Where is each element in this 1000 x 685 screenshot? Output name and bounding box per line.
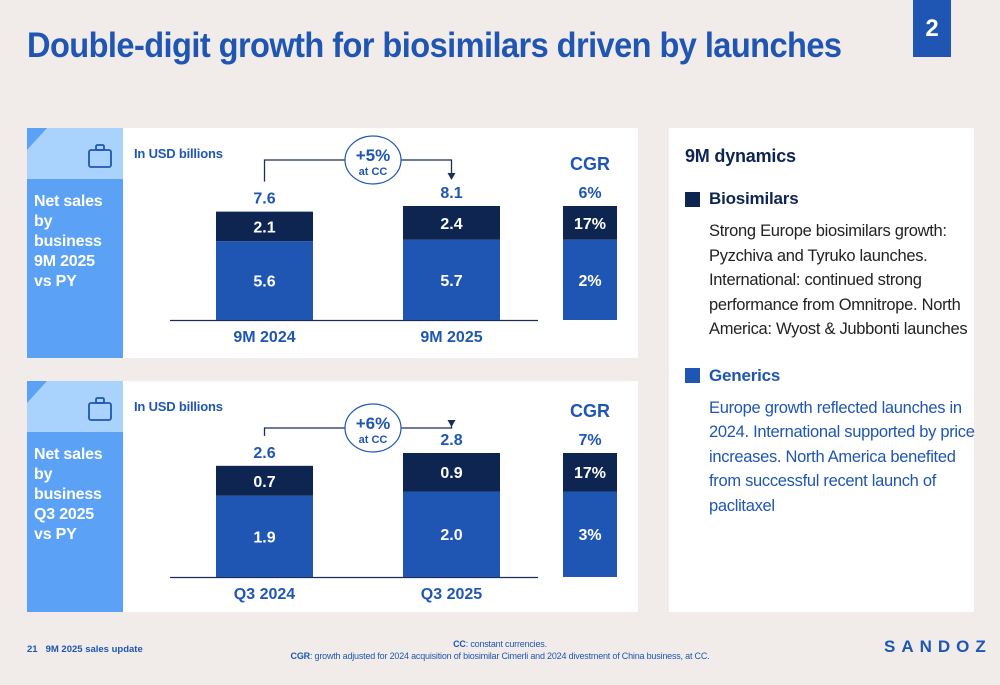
cgr-header: CGR: [570, 154, 610, 174]
dynamics-panel: 9M dynamics Biosimilars Strong Europe bi…: [669, 128, 975, 612]
briefcase-icon: [88, 397, 112, 421]
cgr-total: 6%: [578, 185, 601, 202]
growth-connector-line: [263, 159, 453, 182]
cgr-segment-generics: [563, 239, 617, 320]
x-tick-label: Q3 2024: [234, 586, 295, 603]
side-label-line: vs PY: [34, 273, 77, 290]
data-label-biosimilars: 2.1: [253, 219, 275, 236]
footnote-cc: CC: constant currencies.: [270, 638, 730, 650]
stacked-bar-chart-q3: 1.9 0.7 2.6 Q3 2024 2.0 0.9 2.8 Q3 2025 +6%at CC…: [170, 401, 617, 603]
growth-badge-circle: [344, 135, 402, 185]
footnotes: CC: constant currencies. CGR: growth adj…: [270, 638, 730, 662]
cgr-header: CGR: [570, 401, 610, 421]
biosimilars-section: Biosimilars Strong Europe biosimilars gr…: [685, 189, 974, 342]
generics-section: Generics Europe growth reflected launche…: [685, 366, 975, 519]
chart-panel-9m: Net sales by business 9M 2025 vs PY In U…: [27, 128, 638, 358]
growth-badge-circle: [344, 403, 402, 453]
data-label-total: 2.8: [440, 432, 462, 449]
side-label-line: Net sales by: [34, 446, 103, 483]
data-label-biosimilars: 2.4: [440, 216, 462, 233]
data-label-generics: 5.7: [440, 273, 462, 290]
bar-segment-biosimilars: [216, 211, 313, 242]
biosimilars-heading-row: Biosimilars: [685, 189, 974, 209]
biosimilars-text: Strong Europe biosimilars growth: Pyzchi…: [709, 222, 968, 338]
footnote-term: CC: [453, 639, 466, 649]
bar-segment-generics: [216, 495, 313, 577]
cgr-label-biosimilars: 17%: [574, 216, 606, 233]
data-label-generics: 2.0: [440, 527, 462, 544]
sandoz-logo: SANDOZ: [884, 637, 992, 656]
data-label-biosimilars: 0.9: [440, 465, 462, 482]
x-tick-label: 9M 2024: [233, 329, 295, 346]
side-label-line: business: [34, 486, 102, 503]
bar-segment-biosimilars: [216, 465, 313, 496]
dynamics-title: 9M dynamics: [685, 146, 796, 166]
cgr-segment-biosimilars: [563, 206, 617, 240]
footnote-text: : growth adjusted for 2024 acquisition o…: [309, 651, 710, 661]
growth-sub-label: at CC: [359, 166, 388, 178]
footnote-term: CGR: [290, 651, 311, 661]
x-tick-label: 9M 2025: [420, 329, 482, 346]
growth-value: +6%: [356, 414, 391, 433]
page-number: 21: [27, 644, 38, 655]
cgr-label-biosimilars: 17%: [574, 465, 606, 482]
side-label-line: 9M 2025: [34, 253, 95, 270]
side-panel-label: Net sales by business 9M 2025 vs PY: [34, 192, 124, 292]
generics-text: Europe growth reflected launches in 2024…: [709, 398, 975, 515]
page-badge: 2: [913, 0, 951, 57]
footnote-text: : constant currencies.: [465, 639, 547, 649]
footnote-cgr: CGR: growth adjusted for 2024 acquisitio…: [270, 650, 730, 662]
footer-page-info: 21 9M 2025 sales update: [27, 644, 151, 655]
generics-heading: Generics: [709, 365, 781, 385]
briefcase-icon: [88, 144, 112, 168]
page-title: Double-digit growth for biosimilars driv…: [27, 26, 842, 65]
doc-title: 9M 2025 sales update: [45, 644, 143, 655]
cgr-label-generics: 3%: [578, 527, 601, 544]
bar-segment-generics: [403, 239, 500, 320]
growth-sub-label: at CC: [359, 434, 388, 446]
side-panel: Net sales by business 9M 2025 vs PY: [27, 128, 123, 358]
unit-label: In USD billions: [134, 146, 223, 161]
bar-segment-generics: [403, 491, 500, 577]
side-label-line: Q3 2025: [34, 506, 94, 523]
bar-segment-biosimilars: [403, 206, 500, 240]
data-label-total: 7.6: [253, 191, 275, 208]
cgr-segment-generics: [563, 491, 617, 577]
data-label-generics: 5.6: [253, 274, 275, 291]
growth-value: +5%: [356, 146, 391, 165]
side-panel-header: [27, 381, 123, 432]
side-label-line: business: [34, 233, 102, 250]
data-label-generics: 1.9: [253, 529, 275, 546]
data-label-biosimilars: 0.7: [253, 474, 275, 491]
side-label-line: vs PY: [34, 526, 77, 543]
cgr-total: 7%: [578, 432, 601, 449]
side-panel-label: Net sales by business Q3 2025 vs PY: [34, 445, 124, 545]
arrow-head-icon: [447, 420, 456, 427]
generics-heading-row: Generics: [685, 366, 974, 386]
unit-label: In USD billions: [134, 399, 223, 414]
bar-segment-biosimilars: [403, 453, 500, 492]
bar-segment-generics: [216, 241, 313, 320]
biosimilars-legend-square: [685, 191, 700, 207]
data-label-total: 8.1: [440, 185, 462, 202]
stacked-bar-chart-9m: 5.6 2.1 7.6 9M 2024 5.7 2.4 8.1 9M 2025 +5%at CC…: [170, 135, 617, 346]
x-tick-label: Q3 2025: [421, 586, 482, 603]
data-label-total: 2.6: [253, 445, 275, 462]
cgr-segment-biosimilars: [563, 453, 617, 492]
arrow-head-icon: [447, 173, 456, 180]
side-panel: Net sales by business Q3 2025 vs PY: [27, 381, 123, 612]
side-panel-header: [27, 128, 123, 179]
cgr-label-generics: 2%: [578, 273, 601, 290]
chart-panel-q3: Net sales by business Q3 2025 vs PY In U…: [27, 381, 638, 612]
biosimilars-heading: Biosimilars: [709, 189, 799, 208]
side-label-line: Net sales by: [34, 193, 103, 230]
generics-legend-square: [685, 368, 700, 383]
